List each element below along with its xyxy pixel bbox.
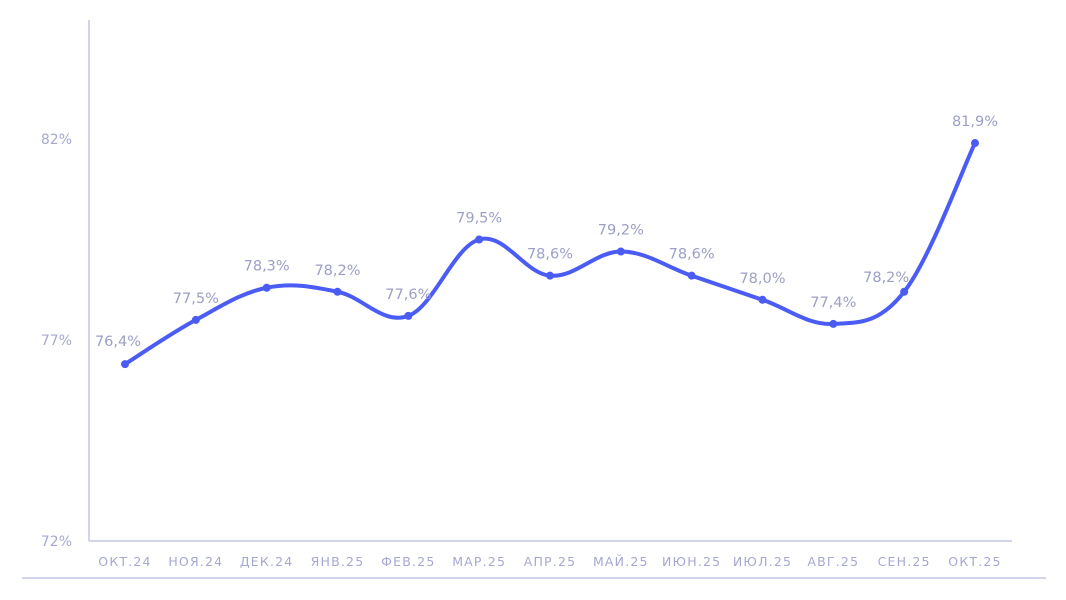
data-point <box>404 311 413 320</box>
data-point <box>121 360 129 369</box>
data-label: 78,2% <box>863 270 909 286</box>
data-point <box>900 287 909 296</box>
data-point <box>262 283 271 292</box>
data-point <box>687 271 696 280</box>
x-tick-label: АВГ.25 <box>807 554 859 569</box>
x-tick-label: НОЯ.24 <box>168 554 223 569</box>
y-tick-label: 72% <box>41 534 72 550</box>
x-tick-label: ЯНВ.25 <box>311 554 365 569</box>
data-point <box>475 235 484 244</box>
data-point <box>191 315 200 324</box>
x-tick-label: АПР.25 <box>524 554 577 569</box>
x-tick-label: ОКТ.25 <box>948 554 1001 569</box>
data-point <box>616 247 625 256</box>
x-tick-label: ИЮН.25 <box>662 554 721 569</box>
data-label: 78,0% <box>739 271 785 287</box>
data-point <box>333 287 342 296</box>
data-label: 78,6% <box>527 247 573 263</box>
x-tick-label: СЕН.25 <box>878 554 931 569</box>
data-label: 77,5% <box>173 291 219 307</box>
data-point <box>971 139 979 148</box>
data-label: 76,4% <box>95 334 141 350</box>
data-label: 78,3% <box>244 259 290 275</box>
data-label: 81,9% <box>952 114 998 130</box>
data-label: 77,4% <box>810 295 856 311</box>
data-point <box>829 319 838 328</box>
y-tick-label: 77% <box>41 333 72 349</box>
data-label: 78,6% <box>669 247 715 263</box>
x-tick-label: ДЕК.24 <box>240 554 294 569</box>
data-label: 79,2% <box>598 223 644 239</box>
data-label: 78,2% <box>314 263 360 279</box>
x-tick-label: ФЕВ.25 <box>381 554 435 569</box>
data-label: 77,6% <box>385 287 431 303</box>
y-tick-label: 82% <box>41 132 72 148</box>
x-tick-label: ИЮЛ.25 <box>733 554 792 569</box>
x-tick-label: ОКТ.24 <box>98 554 151 569</box>
data-point <box>758 295 767 304</box>
data-label: 79,5% <box>456 211 502 227</box>
x-tick-label: МАР.25 <box>452 554 506 569</box>
x-tick-label: МАЙ.25 <box>593 554 649 569</box>
data-point <box>546 271 554 280</box>
